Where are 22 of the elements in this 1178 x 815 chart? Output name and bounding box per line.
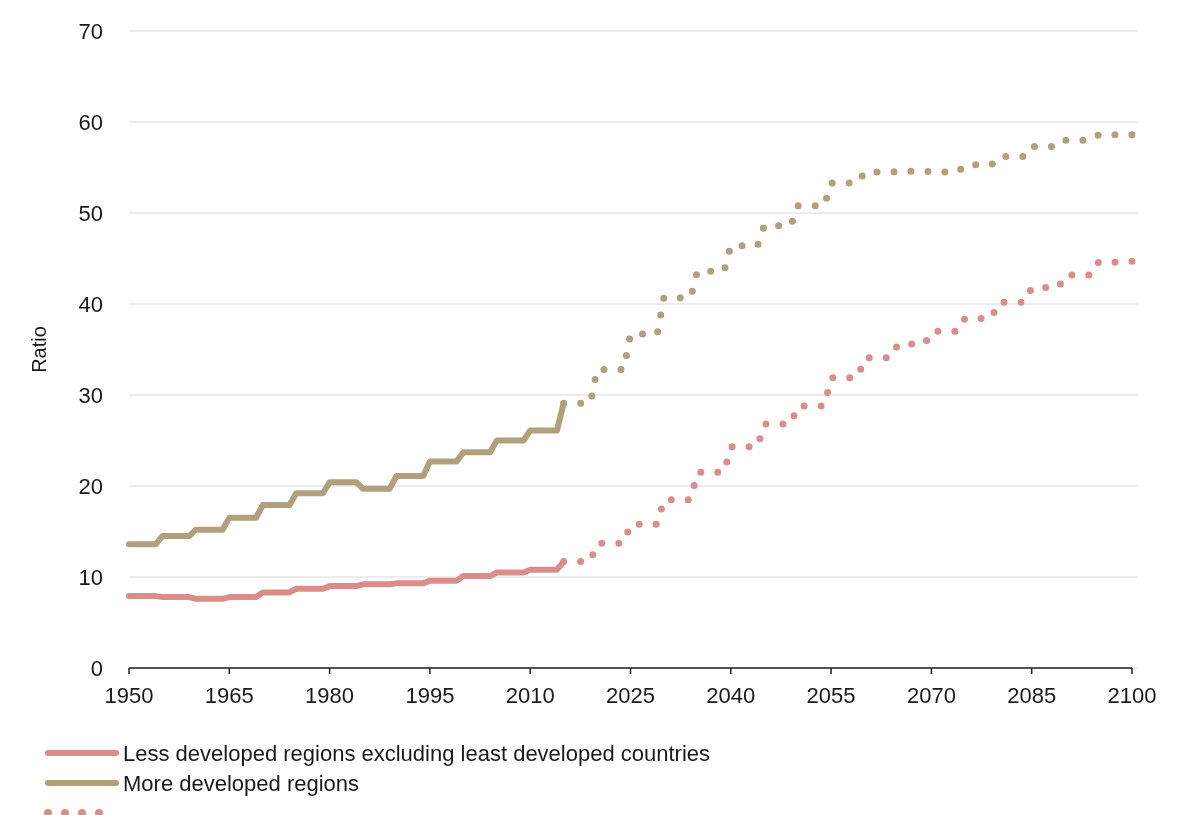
x-tick-label: 2070 [906, 683, 956, 708]
y-tick-label: 10 [78, 564, 103, 590]
x-tick-label: 1995 [405, 683, 455, 708]
x-tick-label: 2085 [1007, 683, 1057, 708]
y-tick-label: 50 [78, 200, 103, 226]
x-tick-label: 1980 [305, 683, 355, 708]
y-tick-label: 70 [78, 18, 103, 44]
x-tick-label: 2025 [606, 683, 655, 708]
x-tick-label: 1965 [204, 683, 254, 708]
x-tick-label: 2055 [806, 683, 856, 708]
x-tick-label: 2010 [505, 683, 555, 708]
y-axis-title: Ratio [28, 326, 50, 373]
y-tick-label: 40 [78, 291, 103, 317]
x-tick-label: 2040 [706, 683, 756, 708]
y-tick-label: 30 [78, 382, 103, 408]
y-tick-label: 0 [90, 655, 103, 681]
legend-label: Less developed regions excluding least developed countries [123, 740, 711, 766]
x-tick-label: 1950 [104, 683, 154, 708]
y-tick-label: 60 [78, 109, 103, 135]
y-tick-label: 20 [78, 473, 103, 499]
legend-label: More developed regions [123, 770, 360, 796]
x-tick-label: 2100 [1107, 683, 1157, 708]
